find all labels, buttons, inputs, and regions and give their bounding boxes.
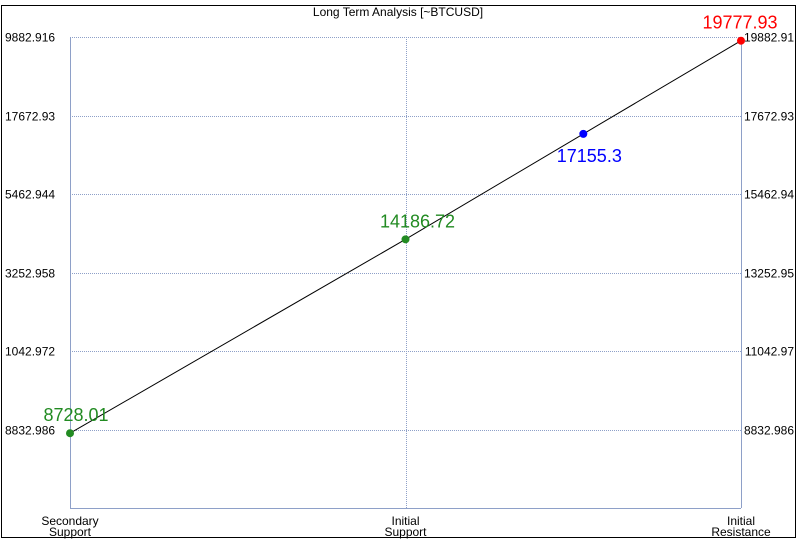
y-tick-right: 8832.986: [744, 424, 794, 438]
data-label: 19777.93: [702, 13, 777, 33]
x-category-label: Support: [49, 525, 92, 539]
y-tick-right: 13252.95: [744, 267, 794, 281]
series-line: [69, 40, 742, 434]
axes: [70, 37, 742, 509]
data-label: 14186.72: [380, 211, 455, 231]
y-tick-left: 8832.986: [5, 424, 55, 438]
data-point: [579, 129, 588, 138]
x-category-label: Initial: [391, 514, 419, 528]
data-label: 17155.3: [557, 146, 622, 166]
y-tick-left: 3252.958: [5, 267, 55, 281]
chart-frame: [1, 5, 796, 538]
series: [66, 36, 745, 438]
y-tick-left: 9882.916: [5, 31, 55, 45]
x-category-label: Resistance: [711, 525, 771, 539]
data-point: [66, 429, 74, 438]
chart-title: Long Term Analysis [~BTCUSD]: [313, 5, 483, 19]
data-label: 8728.01: [43, 405, 108, 425]
data-labels: 8728.01 14186.72 17155.3 19777.93: [43, 13, 777, 425]
y-tick-right: 17672.93: [744, 110, 794, 124]
data-point: [401, 235, 410, 244]
y-ticks: 9882.916 19882.91 17672.93 17672.93 5462.944…: [5, 31, 794, 438]
y-tick-right: 11042.97: [745, 345, 794, 359]
y-tick-left: 1042.972: [5, 345, 55, 359]
x-category-label: Support: [384, 525, 427, 539]
y-tick-left: 17672.93: [5, 110, 55, 124]
y-tick-right: 15462.94: [744, 188, 794, 202]
x-labels: SecondarySupportInitialSupportInitialRes…: [41, 514, 771, 539]
grid: [70, 37, 741, 508]
x-category-label: Secondary: [41, 514, 98, 528]
data-point: [737, 36, 745, 45]
y-tick-right: 19882.91: [744, 31, 794, 45]
y-tick-left: 5462.944: [5, 188, 55, 202]
x-category-label: Initial: [727, 514, 755, 528]
